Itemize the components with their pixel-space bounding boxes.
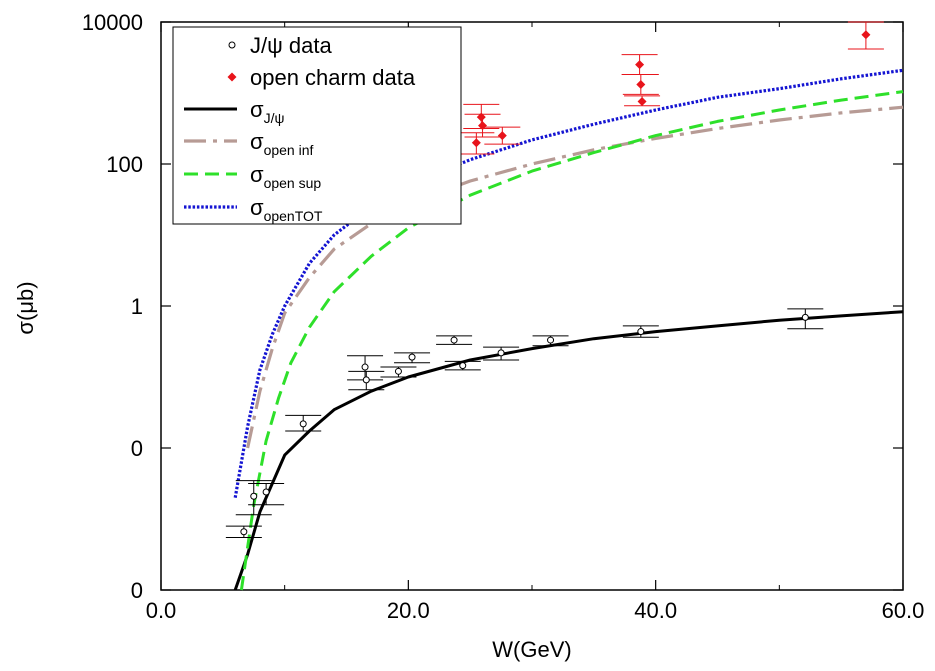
y-axis-title: σ(μb) — [13, 281, 38, 334]
legend-item-jpsi-data: J/ψ data — [228, 33, 332, 58]
legend-label: open charm data — [250, 65, 416, 90]
legend-subscript: openTOT — [264, 208, 323, 224]
jpsi-data-point — [250, 492, 258, 500]
legend-swatch — [228, 41, 236, 49]
y-tick-label: 0 — [131, 578, 143, 603]
x-tick-label: 20.0 — [387, 598, 430, 623]
x-axis-title: W(GeV) — [492, 637, 571, 662]
jpsi-data-point — [394, 367, 402, 375]
legend-item-open-data: open charm data — [227, 65, 416, 90]
jpsi-data-point — [408, 353, 416, 361]
jpsi-data-point — [362, 376, 370, 384]
open-charm-data-point — [471, 138, 481, 148]
legend-swatch — [227, 72, 237, 82]
legend-box — [172, 26, 462, 225]
jpsi-data-point — [450, 336, 458, 344]
legend-subscript: J/ψ — [264, 110, 285, 126]
legend-subscript: open sup — [264, 175, 322, 191]
y-tick-labels: 0 0 1 100 10000 — [82, 10, 143, 603]
x-tick-label: 40.0 — [634, 598, 677, 623]
jpsi-data-point — [547, 336, 555, 344]
y-tick-label: 100 — [106, 152, 143, 177]
curve-sigma-jpsi — [233, 310, 904, 591]
open-charm-data-point — [478, 121, 488, 131]
legend-subscript: open inf — [264, 142, 314, 158]
jpsi-data-point — [637, 328, 645, 336]
y-tick-label: 1 — [131, 294, 143, 319]
open-charm-data-point — [476, 112, 486, 122]
open-charm-data-point — [497, 131, 507, 141]
x-tick-label: 0.0 — [146, 598, 177, 623]
jpsi-data-point — [299, 420, 307, 428]
jpsi-data-point — [361, 363, 369, 371]
open-charm-data-point — [635, 60, 645, 70]
x-tick-labels: 0.0 20.0 40.0 60.0 — [146, 598, 925, 623]
y-tick-label: 10000 — [82, 10, 143, 35]
jpsi-data-point — [497, 349, 505, 357]
jpsi-data-point — [262, 488, 270, 496]
curve-sigma-open-sup — [239, 90, 904, 591]
jpsi-data-point — [801, 313, 809, 321]
legend-label: J/ψ data — [250, 33, 332, 58]
y-tick-label: 0 — [131, 436, 143, 461]
x-tick-label: 60.0 — [882, 598, 925, 623]
open-charm-data-point — [637, 97, 647, 107]
open-charm-data-point — [861, 30, 871, 40]
jpsi-data-point — [459, 362, 467, 370]
jpsi-data-point — [240, 528, 248, 536]
open-charm-data-point — [636, 79, 646, 89]
